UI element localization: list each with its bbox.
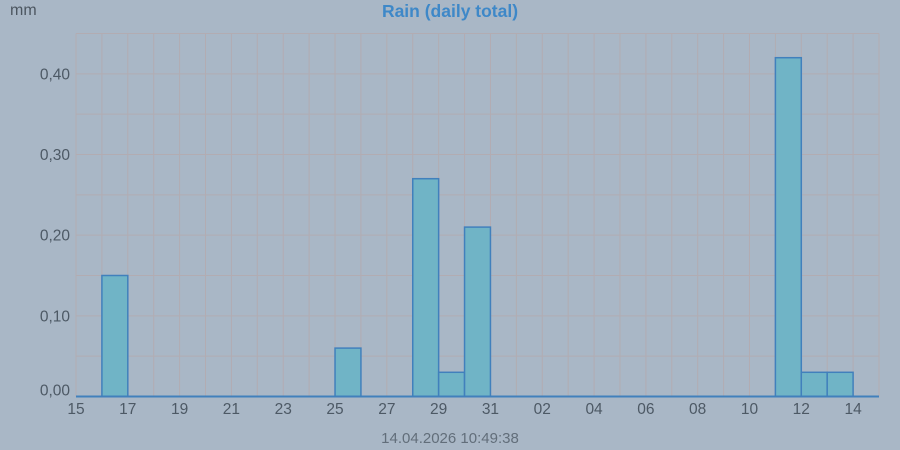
x-tick-label: 08 — [689, 401, 706, 418]
rain-bar — [411, 177, 440, 398]
y-tick-label: 0,10 — [40, 308, 71, 325]
y-tick-label: 0,40 — [40, 66, 71, 83]
x-tick-label: 02 — [534, 401, 551, 418]
x-tick-label: 19 — [171, 401, 188, 418]
x-tick-label: 14 — [844, 401, 862, 418]
chart-title: Rain (daily total) — [381, 1, 519, 21]
rain-bar — [774, 56, 803, 398]
x-tick-label: 12 — [793, 401, 810, 418]
x-tick-label: 21 — [223, 401, 240, 418]
timestamp: 14.04.2026 10:49:38 — [381, 430, 519, 447]
x-tick-label: 15 — [67, 401, 84, 418]
x-tick-label: 25 — [326, 401, 343, 418]
x-tick-label: 27 — [378, 401, 395, 418]
x-tick-label: 06 — [637, 401, 654, 418]
y-tick-label: 0,20 — [40, 228, 71, 245]
rain-bar — [334, 347, 362, 398]
rain-bar — [463, 226, 492, 398]
y-tick-label: 0,00 — [40, 383, 71, 400]
x-tick-label: 29 — [430, 401, 447, 418]
rain-bar — [800, 371, 828, 398]
x-tick-label: 17 — [119, 401, 136, 418]
y-tick-label: 0,30 — [40, 147, 71, 164]
x-tick-label: 23 — [275, 401, 292, 418]
rain-bar — [101, 274, 129, 398]
rain-bar — [826, 371, 854, 398]
rain-bar — [437, 371, 466, 398]
x-tick-label: 04 — [585, 401, 603, 418]
x-tick-label: 31 — [482, 401, 499, 418]
x-tick-label: 10 — [741, 401, 759, 418]
y-axis-unit-label: mm — [10, 2, 37, 19]
